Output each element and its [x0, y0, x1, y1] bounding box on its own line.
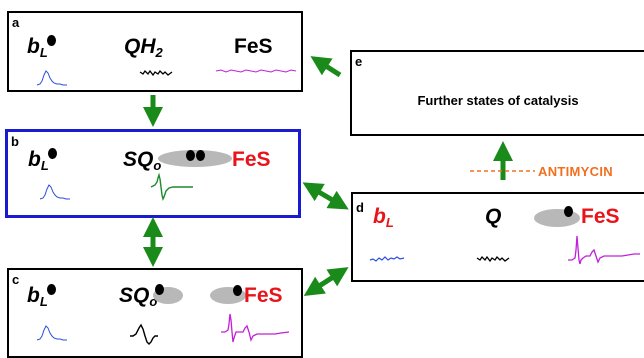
fes-label: FeS [244, 284, 283, 307]
q-label: Q [485, 205, 502, 228]
electron-dot [564, 206, 573, 217]
fes-epr-trace [568, 235, 640, 265]
bl-epr-trace [369, 256, 405, 262]
panel-a-label: a [12, 15, 20, 30]
q-epr-trace [476, 255, 510, 263]
sqo-epr-trace [150, 172, 193, 202]
qh2-label: QH2 [124, 35, 163, 60]
qo-site-oval [158, 150, 232, 167]
electron-dot [186, 150, 195, 161]
panel-c-label: c [12, 272, 20, 287]
qh2-epr-trace [139, 69, 173, 77]
bl-epr-trace [39, 184, 70, 200]
panel-a: a bL QH2 FeS [7, 11, 303, 92]
bl-label: bL [28, 148, 49, 173]
sqo-label: SQo [119, 284, 158, 309]
antimycin-label: ANTIMYCIN [538, 164, 613, 179]
electron-dot [155, 284, 164, 295]
fes-epr-trace [215, 69, 297, 73]
electron-dot [47, 35, 56, 46]
arrow-c-d [303, 267, 349, 296]
bl-label: bL [27, 35, 48, 60]
panel-d-label: d [356, 200, 364, 215]
panel-e: e Further states of catalysis [350, 50, 644, 136]
bl-epr-trace [36, 325, 67, 341]
panel-c: c bL SQo FeS [7, 268, 303, 358]
sqo-epr-trace [130, 323, 158, 345]
electron-dot [48, 148, 57, 159]
panel-b: b bL SQo FeS [5, 129, 301, 218]
electron-dot [47, 284, 56, 295]
fes-label: FeS [581, 205, 620, 228]
fes-label: FeS [232, 148, 271, 171]
fes-label: FeS [234, 35, 273, 58]
panel-b-label: b [11, 134, 19, 149]
bl-epr-trace [36, 70, 67, 86]
panel-d: d bL Q FeS [351, 192, 644, 282]
arrow-b-d [302, 182, 349, 210]
electron-dot [196, 150, 205, 161]
electron-dot [233, 285, 242, 296]
further-states-text: Further states of catalysis [417, 93, 579, 108]
sqo-label: SQo [123, 148, 162, 173]
bl-label: bL [373, 205, 394, 230]
panel-e-label: e [355, 54, 363, 69]
bl-label: bL [27, 284, 48, 309]
arrow-e-to-a [310, 56, 342, 78]
fes-epr-trace [221, 313, 290, 343]
